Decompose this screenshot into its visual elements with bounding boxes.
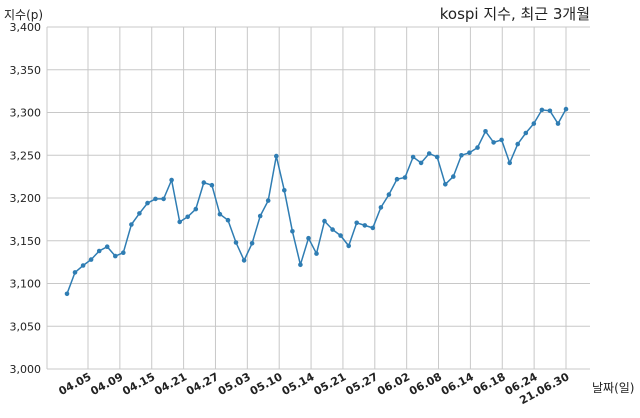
- data-point: [354, 220, 360, 226]
- data-point: [491, 140, 496, 145]
- y-tick-label: 3,050: [10, 320, 42, 333]
- data-point: [443, 182, 448, 187]
- data-point: [539, 107, 545, 113]
- data-point: [169, 177, 174, 183]
- grid-lines: [46, 26, 590, 370]
- x-tick-label: 05.03: [216, 370, 253, 398]
- data-point: [434, 154, 440, 160]
- y-tick-label: 3,250: [10, 149, 42, 162]
- data-point: [88, 257, 94, 262]
- data-point: [330, 227, 335, 232]
- data-point: [555, 121, 561, 126]
- x-tick-label: 05.10: [248, 370, 285, 398]
- x-tick-label: 04.09: [88, 370, 125, 398]
- data-point: [475, 145, 480, 150]
- data-point: [394, 176, 400, 182]
- data-point: [378, 205, 384, 210]
- data-point: [459, 153, 464, 158]
- data-point: [547, 108, 553, 114]
- data-point: [217, 211, 223, 217]
- x-tick-label: 04.21: [152, 370, 189, 398]
- data-points: [64, 106, 569, 297]
- data-point: [104, 244, 110, 249]
- data-point: [346, 243, 352, 249]
- data-point: [402, 175, 408, 180]
- data-point: [410, 154, 416, 160]
- data-point: [426, 151, 432, 156]
- data-point: [185, 214, 190, 220]
- y-tick-label: 3,200: [10, 192, 42, 205]
- x-axis-label: 날짜(일): [592, 381, 634, 395]
- y-tick-label: 3,300: [10, 107, 42, 120]
- x-tick-label: 05.27: [343, 370, 380, 398]
- y-tick-label: 3,150: [10, 235, 42, 248]
- data-point: [298, 262, 303, 268]
- data-point: [306, 235, 311, 241]
- data-point: [80, 263, 86, 268]
- data-point: [499, 137, 504, 143]
- data-point: [467, 150, 472, 155]
- data-point: [193, 206, 199, 212]
- data-point: [153, 196, 158, 202]
- data-point: [322, 218, 327, 224]
- data-point: [145, 200, 150, 206]
- data-point: [209, 182, 215, 188]
- data-point: [225, 217, 231, 223]
- x-tick-label: 06.18: [471, 370, 508, 398]
- chart-title: kospi 지수, 최근 3개월: [440, 5, 590, 23]
- x-tick-label: 04.15: [120, 370, 157, 398]
- data-point: [531, 121, 537, 126]
- data-point: [161, 196, 166, 202]
- y-tick-label: 3,400: [10, 21, 42, 34]
- data-point: [507, 160, 512, 166]
- data-point: [370, 225, 376, 231]
- data-point: [362, 223, 368, 228]
- y-tick-label: 3,100: [10, 278, 42, 291]
- x-tick-label: 06.14: [439, 370, 476, 398]
- data-point: [257, 213, 263, 219]
- data-point: [233, 240, 239, 245]
- data-point: [314, 251, 319, 256]
- data-point: [265, 198, 271, 203]
- data-point: [338, 233, 343, 238]
- data-point: [129, 222, 134, 227]
- data-point: [113, 253, 118, 259]
- data-point: [72, 270, 78, 275]
- data-point: [515, 141, 520, 147]
- y-tick-label: 3,000: [10, 363, 42, 376]
- data-point: [274, 153, 279, 159]
- y-axis-label: 지수(p): [4, 8, 43, 22]
- data-point: [177, 219, 182, 225]
- x-tick-label: 06.02: [375, 370, 412, 398]
- data-point: [418, 160, 424, 166]
- data-point: [96, 248, 102, 254]
- x-tick-label: 05.14: [280, 370, 317, 398]
- data-point: [386, 192, 392, 197]
- x-tick-label: 05.21: [312, 370, 349, 398]
- series-line: [66, 108, 567, 295]
- data-point: [483, 129, 488, 134]
- data-point: [451, 174, 456, 179]
- x-tick-label: 04.27: [184, 370, 221, 398]
- x-tick-labels: 04.0504.0904.1504.2104.2705.0305.1005.14…: [57, 370, 572, 407]
- x-tick-label: 04.05: [57, 370, 94, 398]
- data-point: [523, 130, 529, 136]
- data-point: [137, 211, 142, 216]
- data-point: [241, 258, 247, 263]
- data-point: [64, 291, 70, 297]
- data-point: [290, 229, 295, 234]
- data-point: [282, 188, 287, 193]
- data-point: [121, 250, 126, 255]
- y-tick-labels: 3,000 3,050 3,100 3,150 3,200 3,250 3,300 3,350…: [10, 21, 42, 376]
- data-point: [563, 106, 569, 112]
- data-point: [249, 241, 255, 246]
- data-point: [201, 180, 207, 185]
- x-tick-label: 06.08: [407, 370, 444, 398]
- y-tick-label: 3,350: [10, 64, 42, 77]
